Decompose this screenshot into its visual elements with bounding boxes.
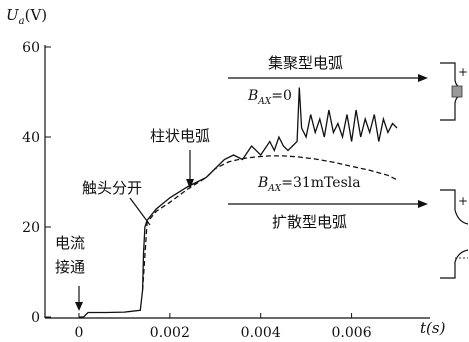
annotation-column-arc: 柱状电弧 <box>150 127 210 145</box>
y-label-main: U <box>6 6 20 24</box>
y-label-sub: a <box>19 16 25 27</box>
bax31-value: =31mTesla <box>281 175 360 191</box>
y-tick-label: 40 <box>22 130 40 146</box>
series-line-bax-0 <box>79 87 398 318</box>
x-tick-label: 0 <box>75 325 84 341</box>
label-bax-31: BAX=31mTesla <box>257 175 361 194</box>
annotation-current-on-line1: 电流 <box>55 234 85 252</box>
x-tick-label: 0.004 <box>241 325 281 341</box>
electrode-plus-bottom: + <box>458 194 468 208</box>
bax0-sub: AX <box>257 97 271 107</box>
focused-arc-arrowhead <box>418 74 428 82</box>
column-arc-arrowhead <box>186 179 194 189</box>
annotation-contact-open: 触头分开 <box>82 179 142 197</box>
x-axis-label: t(s) <box>420 319 446 337</box>
electrode-plus-top: + <box>458 65 468 79</box>
diffuse-arc-arrowhead <box>418 200 428 208</box>
contact-open-leader <box>129 197 151 226</box>
y-tick-label: 60 <box>22 40 40 56</box>
y-label-unit: (V) <box>25 6 48 24</box>
diffuse-arc-electrode-sketch: + <box>440 189 469 279</box>
x-tick-label: 0.006 <box>332 325 372 341</box>
bax0-b: B <box>247 88 258 104</box>
series-line-bax-31mtesla <box>141 155 398 291</box>
focused-arc-electrode-sketch: + <box>440 62 468 121</box>
bax0-value: =0 <box>271 88 292 104</box>
axes <box>44 45 430 319</box>
annotation-diffuse-arc: 扩散型电弧 <box>272 213 347 231</box>
y-tick-label: 0 <box>31 310 40 326</box>
series-layer <box>79 87 398 318</box>
x-tick-label: 0.002 <box>150 325 190 341</box>
bax31-b: B <box>257 175 268 191</box>
y-tick-label: 20 <box>22 220 40 236</box>
tick-group: 0 20 40 60 0 0.002 0.004 0.006 <box>22 40 372 341</box>
y-axis-label: Ua(V) <box>6 6 47 27</box>
annotation-current-on-line2: 接通 <box>55 258 85 276</box>
bax31-sub: AX <box>267 184 281 194</box>
current-on-arrowhead <box>75 302 83 311</box>
label-bax-0: BAX=0 <box>247 88 292 107</box>
annotation-focused-arc: 集聚型电弧 <box>268 54 343 72</box>
